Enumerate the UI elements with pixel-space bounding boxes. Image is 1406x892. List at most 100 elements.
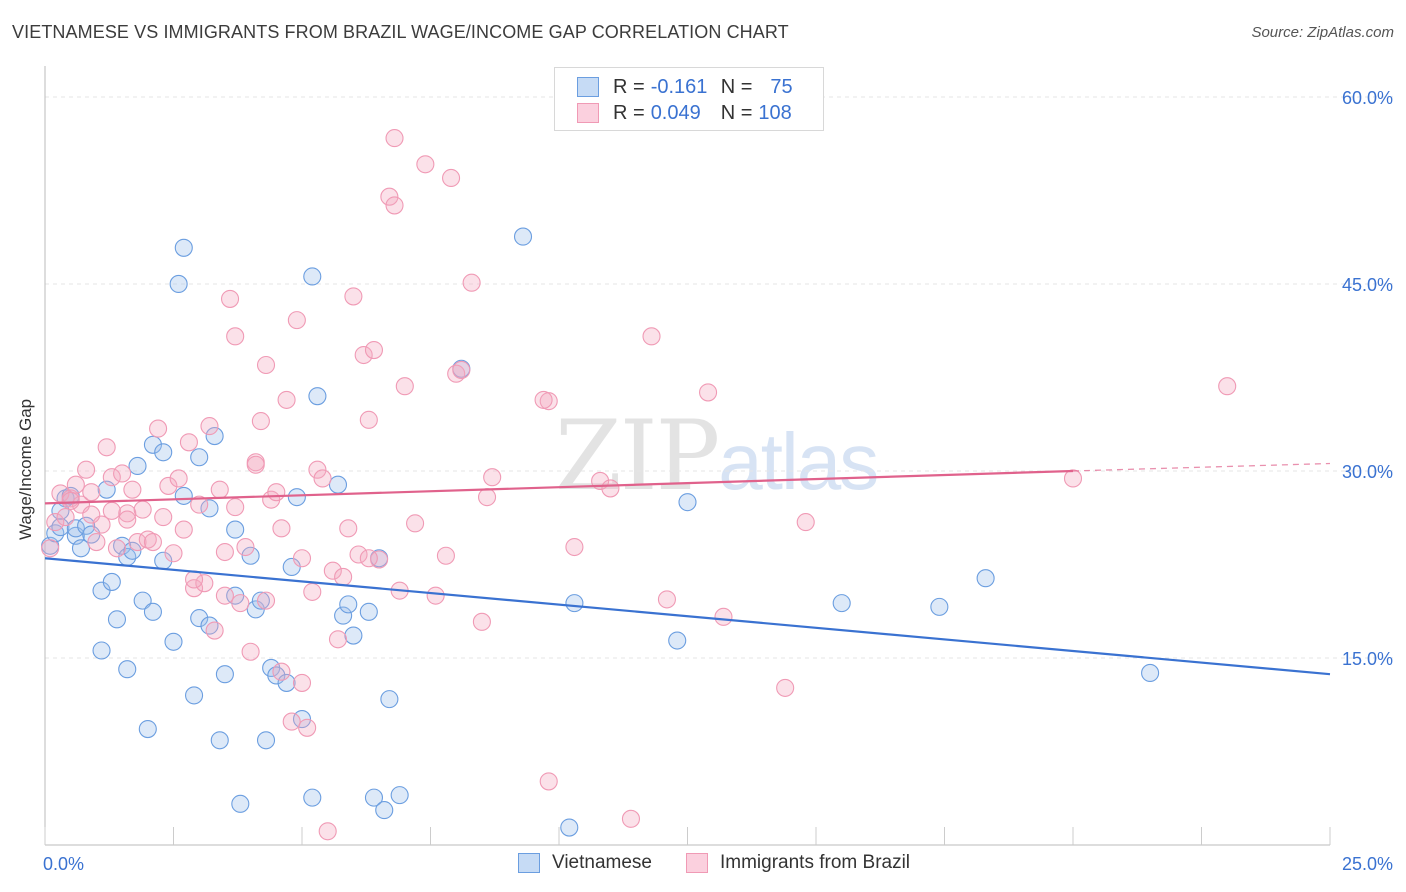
data-point xyxy=(699,383,718,402)
data-point xyxy=(539,772,558,791)
data-point xyxy=(339,519,358,538)
data-point xyxy=(169,274,188,294)
data-point xyxy=(678,493,697,512)
data-point xyxy=(97,438,116,457)
legend-n-value: 75 xyxy=(770,75,793,98)
chart-title: VIETNAMESE VS IMMIGRANTS FROM BRAZIL WAG… xyxy=(12,22,789,42)
data-point xyxy=(113,536,132,555)
data-point xyxy=(272,519,291,538)
data-point xyxy=(339,595,358,614)
data-point xyxy=(364,340,384,360)
data-point xyxy=(308,460,327,479)
data-point xyxy=(46,513,65,532)
data-point xyxy=(277,673,296,692)
data-point xyxy=(179,433,198,452)
data-point xyxy=(442,168,461,188)
data-point xyxy=(200,616,219,635)
data-point xyxy=(251,591,270,610)
y-tick-label: 15.0% xyxy=(1342,649,1393,669)
data-point xyxy=(195,574,214,593)
grid-lines xyxy=(45,96,1395,659)
series-legend-vietnamese[interactable]: Vietnamese xyxy=(518,852,652,874)
data-point xyxy=(1218,377,1237,396)
data-point xyxy=(77,516,96,535)
data-point xyxy=(395,377,414,396)
data-point xyxy=(328,630,348,649)
axes xyxy=(44,66,1331,846)
data-point xyxy=(776,678,795,697)
data-point xyxy=(107,539,127,558)
data-point xyxy=(174,520,193,539)
data-point xyxy=(190,609,209,628)
data-point xyxy=(359,410,378,429)
data-point xyxy=(82,505,101,524)
series-swatch-brazil xyxy=(686,853,708,873)
data-point xyxy=(215,586,234,605)
data-point xyxy=(930,597,949,616)
data-point xyxy=(185,686,204,705)
data-point xyxy=(565,594,584,613)
data-point xyxy=(668,631,687,650)
data-point xyxy=(251,412,270,431)
data-point xyxy=(323,561,342,580)
series-legend-brazil[interactable]: Immigrants from Brazil xyxy=(686,852,910,874)
data-point xyxy=(385,196,404,215)
data-point xyxy=(976,569,995,588)
data-point xyxy=(226,327,245,346)
data-point xyxy=(359,549,378,568)
data-point xyxy=(416,155,435,174)
series-brazil xyxy=(41,129,1237,841)
data-point xyxy=(349,545,368,564)
series-swatch-vietnamese xyxy=(518,853,540,873)
data-point xyxy=(113,464,132,483)
data-point xyxy=(174,238,193,257)
data-point xyxy=(66,475,85,494)
data-point xyxy=(226,520,245,539)
data-point xyxy=(436,546,455,565)
data-point xyxy=(483,468,502,487)
data-point xyxy=(61,491,80,510)
data-point xyxy=(51,518,70,537)
data-point xyxy=(102,572,121,591)
data-point xyxy=(118,504,137,523)
data-point xyxy=(277,390,296,409)
data-point xyxy=(102,501,121,520)
data-point xyxy=(231,794,250,813)
data-point xyxy=(215,665,234,684)
data-point xyxy=(159,476,178,495)
data-point xyxy=(215,542,234,562)
stats-legend: R = -0.161 N = 75 R = 0.049 N = 108 xyxy=(554,67,824,131)
data-point xyxy=(41,539,60,558)
data-point xyxy=(282,712,301,731)
data-point xyxy=(565,537,584,557)
data-point xyxy=(149,419,168,438)
data-points xyxy=(41,129,1237,841)
data-point xyxy=(118,660,137,679)
chart-source: Source: ZipAtlas.com xyxy=(1251,24,1394,41)
data-point xyxy=(513,227,533,246)
data-point xyxy=(185,570,204,589)
series-label-vietnamese: Vietnamese xyxy=(552,852,652,873)
legend-r-value: 0.049 xyxy=(650,101,701,124)
data-point xyxy=(133,591,152,610)
data-point xyxy=(359,602,378,621)
data-point xyxy=(77,460,96,479)
data-point xyxy=(472,612,491,631)
data-point xyxy=(1141,663,1160,682)
legend-swatch-brazil xyxy=(577,103,599,123)
data-point xyxy=(164,632,183,651)
data-point xyxy=(200,499,219,518)
data-point xyxy=(190,495,209,514)
data-point xyxy=(205,621,224,640)
data-point xyxy=(534,390,553,409)
data-point xyxy=(657,590,676,609)
legend-r-value: -0.161 xyxy=(650,75,708,98)
data-point xyxy=(92,641,111,660)
y-tick-label: 45.0% xyxy=(1342,275,1393,295)
data-point xyxy=(452,360,471,380)
y-tick-label: 30.0% xyxy=(1342,462,1393,482)
data-point xyxy=(210,480,229,499)
trend-line-extension xyxy=(1072,462,1331,472)
data-point xyxy=(714,607,733,626)
x-tick-label: 25.0% xyxy=(1342,854,1393,874)
